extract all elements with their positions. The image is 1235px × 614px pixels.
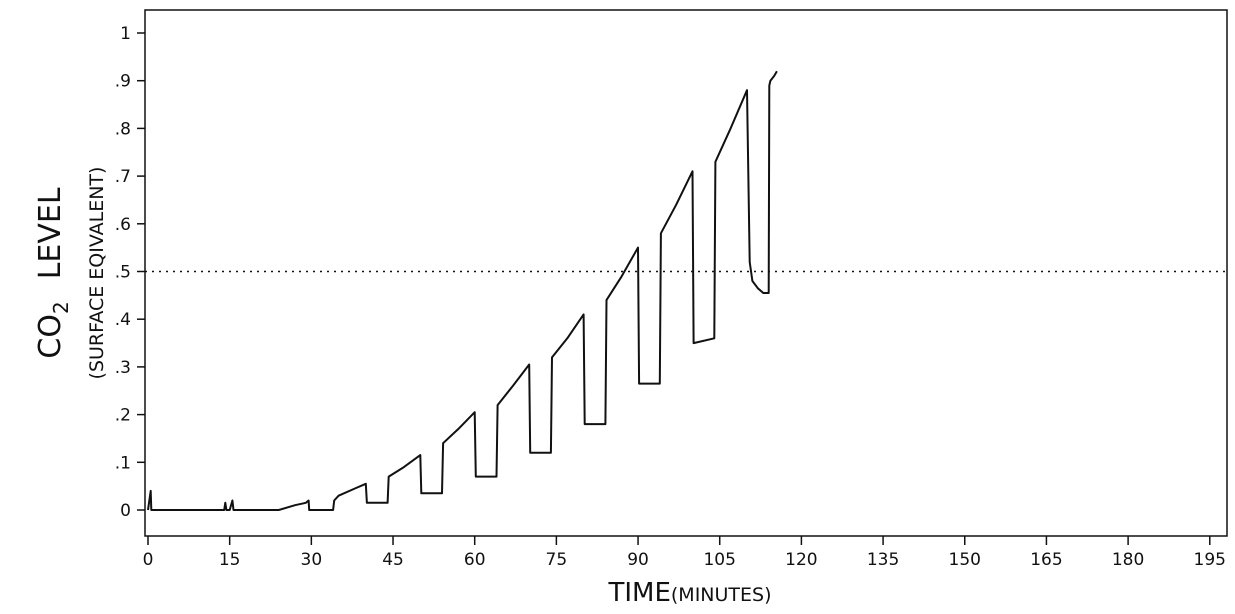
x-axis: 0 15 30 45 60 75 90 105 120 135 150 165 180 195 bbox=[143, 536, 1226, 570]
y-axis-title-co: CO bbox=[33, 314, 68, 359]
x-tick-label: 60 bbox=[464, 550, 486, 570]
x-tick-label: 105 bbox=[703, 550, 735, 570]
x-tick-label: 135 bbox=[867, 550, 899, 570]
x-tick-label: 195 bbox=[1194, 550, 1226, 570]
x-axis-title-main: TIME bbox=[607, 578, 670, 608]
x-tick-label: 15 bbox=[219, 550, 241, 570]
y-tick-label: 0 bbox=[120, 501, 131, 521]
y-tick-label: .1 bbox=[115, 453, 131, 473]
x-axis-title-suffix: (MINUTES) bbox=[671, 584, 772, 606]
y-tick-label: .9 bbox=[115, 72, 131, 92]
y-tick-label: .2 bbox=[115, 406, 131, 426]
y-axis-title-subscript: 2 bbox=[49, 301, 73, 314]
x-tick-label: 0 bbox=[143, 550, 154, 570]
y-axis-subtitle: (SURFACE EQIVALENT) bbox=[86, 167, 108, 380]
series-layer bbox=[147, 70, 778, 511]
x-tick-label: 120 bbox=[785, 550, 817, 570]
x-tick-label: 30 bbox=[301, 550, 323, 570]
x-tick-label: 90 bbox=[627, 550, 649, 570]
x-tick-label: 150 bbox=[949, 550, 981, 570]
y-tick-label: .5 bbox=[115, 263, 131, 283]
y-axis-title-level: LEVEL bbox=[33, 187, 68, 279]
y-tick-label: .7 bbox=[115, 167, 131, 187]
x-tick-label: 180 bbox=[1112, 550, 1144, 570]
y-tick-label: 1 bbox=[120, 24, 131, 44]
series-line-0 bbox=[147, 70, 778, 511]
y-tick-label: .8 bbox=[115, 119, 131, 139]
y-tick-label: .6 bbox=[115, 215, 131, 235]
y-tick-label: .4 bbox=[115, 310, 131, 330]
x-tick-label: 45 bbox=[382, 550, 404, 570]
y-axis-title: CO2 LEVEL bbox=[33, 187, 73, 358]
x-axis-title: TIME(MINUTES) bbox=[607, 578, 771, 608]
plot-area-frame bbox=[144, 9, 1228, 537]
y-tick-label: .3 bbox=[115, 358, 131, 378]
y-axis: 0 .1 .2 .3 .4 .5 .6 .7 .8 .9 1 bbox=[115, 24, 145, 521]
x-tick-label: 75 bbox=[546, 550, 568, 570]
x-tick-label: 165 bbox=[1030, 550, 1062, 570]
